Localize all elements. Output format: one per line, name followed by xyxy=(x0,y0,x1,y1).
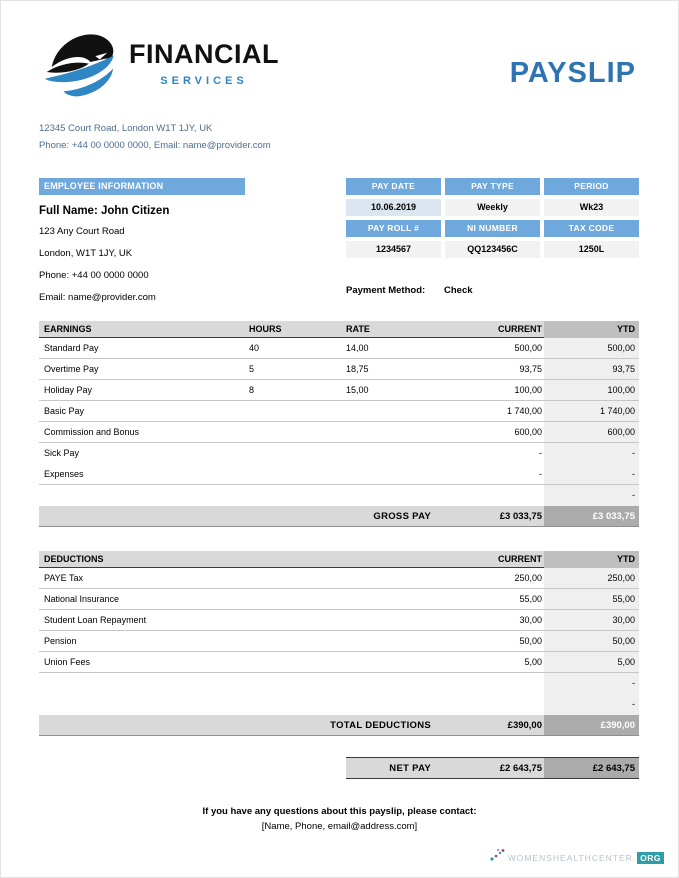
employee-email: Email: name@provider.com xyxy=(39,292,156,303)
earnings-row: Standard Pay 40 14,00 500,00 500,00 xyxy=(39,338,639,359)
company-contact: 12345 Court Road, London W1T 1JY, UK Pho… xyxy=(39,120,271,154)
company-address: 12345 Court Road, London W1T 1JY, UK xyxy=(39,123,213,134)
employee-address-1: 123 Any Court Road xyxy=(39,226,125,237)
deductions-row: PAYE Tax 250,00 250,00 xyxy=(39,568,639,589)
pay-date-value: 10.06.2019 xyxy=(346,199,441,216)
ni-number-label: NI NUMBER xyxy=(445,220,540,237)
pay-type-label: PAY TYPE xyxy=(445,178,540,195)
globe-swoosh-logo-icon xyxy=(45,34,114,97)
watermark-text: WOMENSHEALTHCENTER. xyxy=(507,853,637,863)
total-deductions-ytd: £390,00 xyxy=(544,715,639,735)
deductions-row-empty: - xyxy=(39,673,639,694)
pay-type-value: Weekly xyxy=(445,199,540,216)
ni-number-value: QQ123456C xyxy=(445,241,540,258)
total-deductions-current: £390,00 xyxy=(441,715,544,735)
earnings-header-row: EARNINGS HOURS RATE CURRENT YTD xyxy=(39,321,639,338)
gross-pay-row: GROSS PAY £3 033,75 £3 033,75 xyxy=(39,506,639,527)
footer-line-2: [Name, Phone, email@address.com] xyxy=(261,821,418,832)
gross-pay-ytd: £3 033,75 xyxy=(544,506,639,526)
footer-contact-note: If you have any questions about this pay… xyxy=(1,804,678,834)
earnings-row: Holiday Pay 8 15,00 100,00 100,00 xyxy=(39,380,639,401)
earnings-row-empty: - xyxy=(39,485,639,506)
gross-pay-current: £3 033,75 xyxy=(441,506,544,526)
page-title: PAYSLIP xyxy=(509,57,636,89)
site-watermark: WOMENSHEALTHCENTER. ORG xyxy=(490,849,664,864)
company-logo: FINANCIAL SERVICES xyxy=(37,25,279,109)
net-pay-label: NET PAY xyxy=(346,758,441,778)
earnings-row: Commission and Bonus 600,00 600,00 xyxy=(39,422,639,443)
period-value: Wk23 xyxy=(544,199,639,216)
employee-section-header: EMPLOYEE INFORMATION xyxy=(39,178,245,195)
payment-method-value: Check xyxy=(444,285,473,296)
deductions-header-row: DEDUCTIONS CURRENT YTD xyxy=(39,551,639,568)
pay-info-grid: PAY DATE PAY TYPE PERIOD 10.06.2019 Week… xyxy=(346,178,639,258)
earnings-row: Basic Pay 1 740,00 1 740,00 xyxy=(39,401,639,422)
employee-information-section: EMPLOYEE INFORMATION Full Name: John Cit… xyxy=(39,178,279,312)
net-pay-ytd: £2 643,75 xyxy=(544,758,639,778)
deductions-row: Pension 50,00 50,00 xyxy=(39,631,639,652)
employee-phone: Phone: +44 00 0000 0000 xyxy=(39,270,149,281)
company-tagline: SERVICES xyxy=(160,75,248,87)
payment-method-label: Payment Method: xyxy=(346,285,426,296)
footer-line-1: If you have any questions about this pay… xyxy=(202,806,477,817)
deductions-table: DEDUCTIONS CURRENT YTD PAYE Tax 250,00 2… xyxy=(39,551,639,736)
dots-cluster-icon xyxy=(490,849,505,861)
payroll-label: PAY ROLL # xyxy=(346,220,441,237)
net-pay-current: £2 643,75 xyxy=(441,758,544,778)
earnings-row: Expenses - - xyxy=(39,464,639,485)
total-deductions-label: TOTAL DEDUCTIONS xyxy=(39,715,441,735)
deductions-row: Union Fees 5,00 5,00 xyxy=(39,652,639,673)
employee-address-2: London, W1T 1JY, UK xyxy=(39,248,133,259)
tax-code-value: 1250L xyxy=(544,241,639,258)
deductions-row-empty: - xyxy=(39,694,639,715)
deductions-row: Student Loan Repayment 30,00 30,00 xyxy=(39,610,639,631)
deductions-row: National Insurance 55,00 55,00 xyxy=(39,589,639,610)
period-label: PERIOD xyxy=(544,178,639,195)
total-deductions-row: TOTAL DEDUCTIONS £390,00 £390,00 xyxy=(39,715,639,736)
payment-method-row: Payment Method: Check xyxy=(346,285,473,296)
pay-date-label: PAY DATE xyxy=(346,178,441,195)
tax-code-label: TAX CODE xyxy=(544,220,639,237)
payroll-value: 1234567 xyxy=(346,241,441,258)
gross-pay-label: GROSS PAY xyxy=(39,506,441,526)
earnings-row: Overtime Pay 5 18,75 93,75 93,75 xyxy=(39,359,639,380)
company-name: FINANCIAL xyxy=(129,39,279,69)
employee-full-name: Full Name: John Citizen xyxy=(39,205,170,217)
earnings-row: Sick Pay - - xyxy=(39,443,639,464)
net-pay-row: NET PAY £2 643,75 £2 643,75 xyxy=(346,757,639,779)
earnings-table: EARNINGS HOURS RATE CURRENT YTD Standard… xyxy=(39,321,639,527)
watermark-badge: ORG xyxy=(637,852,664,864)
company-phone-email: Phone: +44 00 0000 0000, Email: name@pro… xyxy=(39,140,271,151)
